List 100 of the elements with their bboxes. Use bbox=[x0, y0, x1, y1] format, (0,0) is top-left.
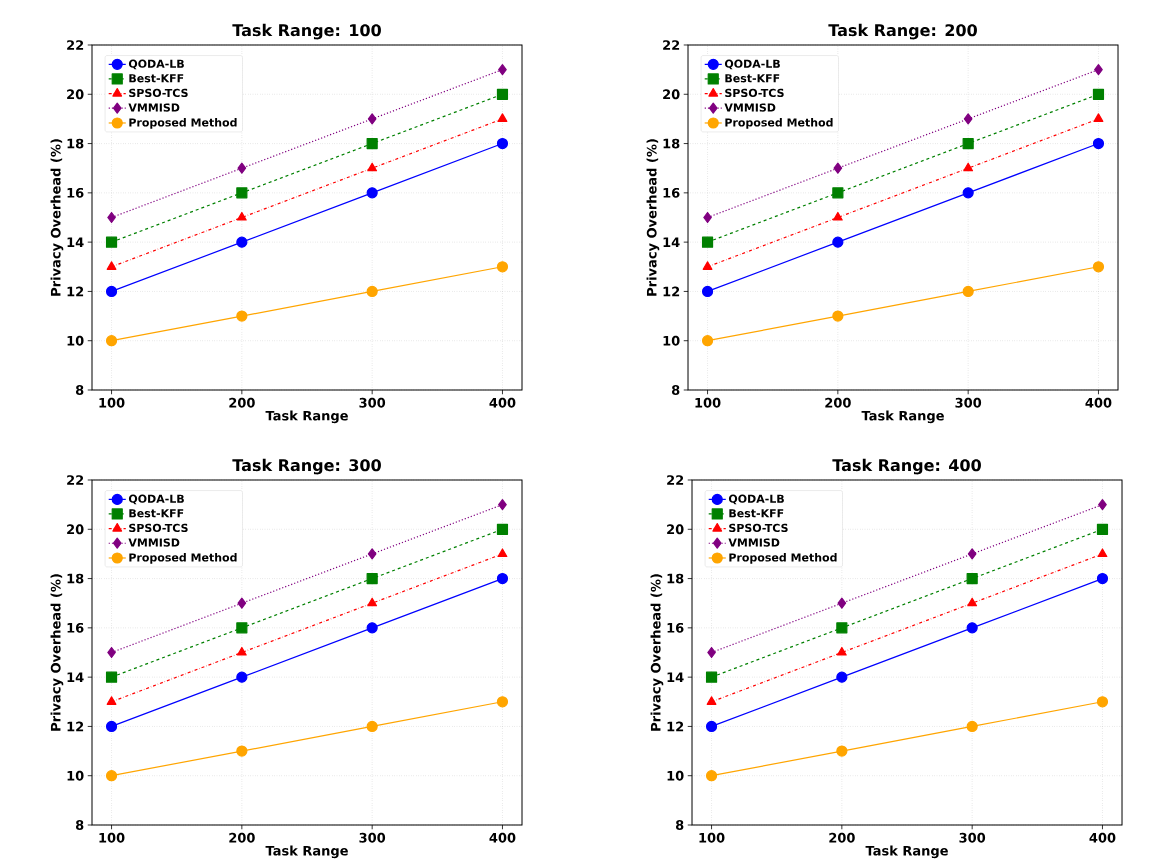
point bbox=[963, 113, 973, 125]
point bbox=[366, 137, 378, 150]
point bbox=[1096, 523, 1109, 535]
y-tick-label: 8 bbox=[75, 385, 84, 395]
y-tick-label: 16 bbox=[67, 187, 84, 198]
point bbox=[832, 187, 844, 199]
chart-title: Task Range: 200 bbox=[828, 23, 977, 40]
y-axis-title: Privacy Overhead (%) bbox=[50, 574, 64, 731]
legend-label: Best-KFF bbox=[725, 74, 780, 83]
y-tick-label: 12 bbox=[663, 286, 680, 297]
point bbox=[836, 622, 848, 634]
point bbox=[105, 285, 118, 298]
point bbox=[236, 671, 248, 683]
y-tick-label: 18 bbox=[67, 573, 84, 584]
point bbox=[705, 770, 718, 782]
x-tick-label: 400 bbox=[1085, 397, 1112, 408]
point bbox=[836, 671, 848, 683]
point bbox=[967, 597, 978, 607]
legend-label: Proposed Method bbox=[129, 553, 237, 564]
point bbox=[962, 285, 974, 298]
x-axis-title: Task Range bbox=[265, 410, 348, 424]
point bbox=[497, 113, 508, 123]
point bbox=[966, 720, 978, 733]
y-tick-label: 12 bbox=[67, 286, 84, 297]
y-tick-label: 18 bbox=[663, 138, 680, 149]
legend-label: SPSO-TCS bbox=[129, 523, 188, 533]
point bbox=[366, 720, 378, 733]
legend-label: Proposed Method bbox=[725, 118, 833, 129]
point bbox=[1092, 88, 1105, 100]
x-tick-label: 100 bbox=[695, 397, 721, 408]
x-tick-label: 300 bbox=[359, 397, 386, 408]
x-axis-title: Task Range bbox=[865, 845, 948, 859]
point bbox=[237, 597, 247, 609]
y-tick-label: 14 bbox=[67, 237, 84, 247]
y-tick-label: 8 bbox=[75, 820, 84, 830]
point bbox=[105, 770, 118, 782]
y-tick-label: 10 bbox=[663, 335, 680, 346]
point bbox=[236, 211, 247, 221]
point bbox=[498, 499, 507, 511]
legend-label: QODA-LB bbox=[128, 59, 184, 70]
point bbox=[366, 622, 378, 634]
y-tick-label: 8 bbox=[675, 820, 684, 830]
y-tick-label: 12 bbox=[67, 721, 84, 732]
y-tick-label: 20 bbox=[667, 524, 684, 535]
point bbox=[966, 622, 978, 634]
point bbox=[837, 597, 847, 609]
y-tick-label: 10 bbox=[667, 770, 684, 781]
y-tick-label: 12 bbox=[667, 721, 684, 732]
point bbox=[1098, 499, 1107, 511]
x-axis-title: Task Range bbox=[861, 410, 944, 424]
point bbox=[1094, 64, 1103, 76]
chart-title: Task Range: 300 bbox=[232, 458, 381, 475]
point bbox=[701, 285, 714, 298]
y-tick-label: 16 bbox=[667, 622, 684, 633]
y-tick-label: 8 bbox=[671, 385, 680, 395]
y-tick-label: 14 bbox=[667, 672, 684, 682]
x-tick-label: 100 bbox=[99, 397, 125, 408]
point bbox=[498, 64, 507, 76]
y-tick-label: 16 bbox=[663, 187, 680, 198]
point bbox=[496, 523, 509, 535]
point bbox=[367, 162, 378, 172]
x-tick-label: 200 bbox=[229, 832, 255, 843]
y-tick-label: 22 bbox=[667, 475, 684, 485]
point bbox=[706, 696, 717, 705]
legend-label: Best-KFF bbox=[729, 509, 784, 518]
point bbox=[705, 671, 718, 683]
point bbox=[366, 572, 378, 585]
x-tick-label: 200 bbox=[825, 397, 851, 408]
legend-label: QODA-LB bbox=[728, 494, 784, 505]
y-tick-label: 10 bbox=[67, 770, 84, 781]
point bbox=[963, 162, 974, 172]
legend-label: Proposed Method bbox=[729, 553, 837, 564]
x-axis-title: Task Range bbox=[265, 845, 348, 859]
y-tick-label: 18 bbox=[67, 138, 84, 149]
point bbox=[367, 548, 377, 560]
point bbox=[236, 310, 248, 322]
point bbox=[705, 720, 718, 733]
point bbox=[367, 113, 377, 125]
point bbox=[106, 696, 117, 705]
point bbox=[106, 261, 117, 270]
point bbox=[236, 187, 248, 199]
point bbox=[237, 162, 247, 174]
x-tick-label: 200 bbox=[829, 832, 855, 843]
point bbox=[497, 548, 508, 558]
y-tick-label: 14 bbox=[67, 672, 84, 682]
y-axis-title: Privacy Overhead (%) bbox=[646, 139, 660, 296]
point bbox=[832, 236, 844, 248]
chart-title: Task Range: 100 bbox=[232, 23, 381, 40]
point bbox=[701, 335, 714, 347]
legend-label: SPSO-TCS bbox=[729, 523, 788, 533]
x-tick-label: 300 bbox=[959, 832, 986, 843]
legend-label: SPSO-TCS bbox=[725, 88, 784, 98]
x-tick-label: 400 bbox=[489, 832, 516, 843]
y-axis-title: Privacy Overhead (%) bbox=[650, 574, 664, 731]
point bbox=[105, 236, 118, 248]
point bbox=[496, 88, 509, 100]
x-tick-label: 400 bbox=[489, 397, 516, 408]
point bbox=[105, 720, 118, 733]
point bbox=[1092, 137, 1105, 150]
x-tick-label: 200 bbox=[229, 397, 255, 408]
